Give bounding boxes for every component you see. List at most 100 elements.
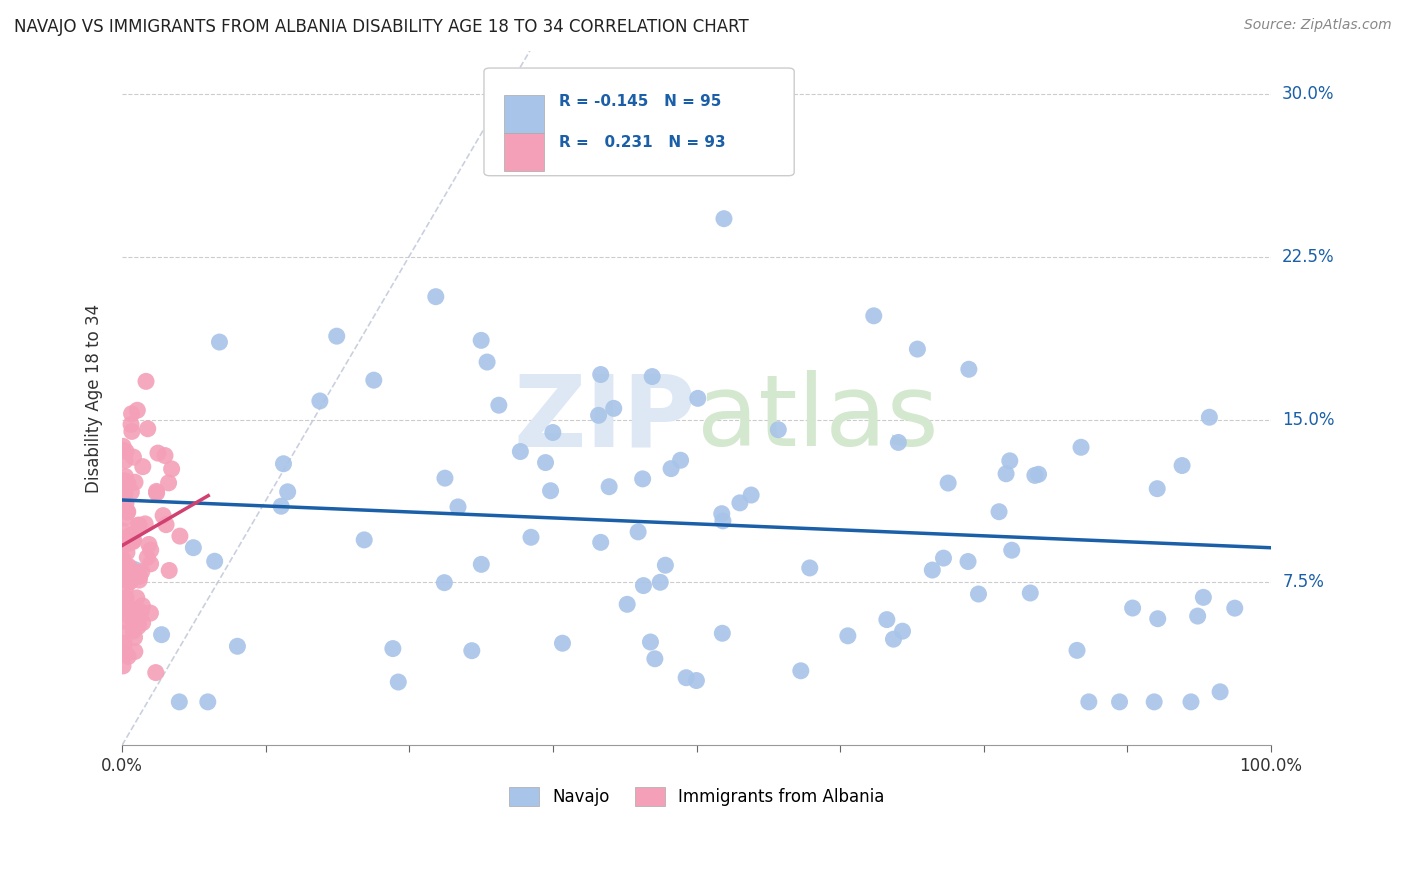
Point <box>534 456 557 470</box>
Point <box>433 575 456 590</box>
Point <box>197 695 219 709</box>
Point <box>589 368 612 382</box>
Legend: Navajo, Immigrants from Albania: Navajo, Immigrants from Albania <box>509 787 884 806</box>
Point <box>131 565 153 579</box>
Point <box>509 444 531 458</box>
Point <box>114 487 136 501</box>
Point <box>226 640 249 654</box>
Point <box>169 529 191 543</box>
Point <box>117 566 139 580</box>
Point <box>114 511 136 525</box>
Point <box>131 599 153 613</box>
Point <box>1028 467 1050 482</box>
Point <box>114 453 136 467</box>
Point <box>160 462 183 476</box>
Point <box>111 551 134 566</box>
Point <box>711 626 734 640</box>
Point <box>998 454 1021 468</box>
Point <box>155 517 177 532</box>
Point <box>124 475 146 490</box>
Point <box>541 425 564 440</box>
Point <box>150 628 173 642</box>
Point <box>891 624 914 639</box>
Point <box>128 569 150 583</box>
Point <box>121 407 143 421</box>
Point <box>120 528 142 542</box>
Point <box>713 211 735 226</box>
Point <box>111 539 134 553</box>
Point <box>633 578 655 592</box>
Point <box>1122 601 1144 615</box>
Point <box>957 555 980 569</box>
Point <box>115 444 138 458</box>
Point <box>114 648 136 662</box>
Point <box>111 443 134 458</box>
Point <box>270 500 292 514</box>
Point <box>132 459 155 474</box>
Point <box>111 557 134 571</box>
Point <box>790 664 813 678</box>
Point <box>799 561 821 575</box>
Point <box>128 573 150 587</box>
Point <box>145 665 167 680</box>
Point <box>1209 685 1232 699</box>
Point <box>169 695 191 709</box>
Point <box>768 423 790 437</box>
Point <box>1077 695 1099 709</box>
Point <box>1108 695 1130 709</box>
Point <box>136 422 159 436</box>
Point <box>117 505 139 519</box>
Point <box>353 533 375 547</box>
Point <box>204 554 226 568</box>
Text: 30.0%: 30.0% <box>1282 85 1334 103</box>
Point <box>685 673 707 688</box>
Point <box>1070 440 1092 454</box>
Point <box>112 537 135 551</box>
Point <box>127 403 149 417</box>
Text: atlas: atlas <box>696 370 938 467</box>
Point <box>876 613 898 627</box>
Point <box>114 558 136 572</box>
Point <box>1171 458 1194 473</box>
Point <box>475 355 498 369</box>
Point <box>157 564 180 578</box>
Point <box>1223 601 1246 615</box>
Point <box>887 435 910 450</box>
Point <box>122 534 145 549</box>
Point <box>120 601 142 615</box>
FancyBboxPatch shape <box>503 95 544 133</box>
Point <box>127 518 149 533</box>
Point <box>131 615 153 630</box>
Point <box>145 484 167 499</box>
Point <box>125 611 148 625</box>
Point <box>309 394 332 409</box>
Point <box>135 375 157 389</box>
Point <box>1066 643 1088 657</box>
Point <box>1143 695 1166 709</box>
Point <box>112 573 135 587</box>
Point <box>905 342 928 356</box>
Point <box>114 469 136 483</box>
Point <box>433 471 456 485</box>
Point <box>1024 468 1046 483</box>
Point <box>112 474 135 488</box>
Point <box>129 605 152 619</box>
Point <box>641 369 664 384</box>
Point <box>988 505 1011 519</box>
Point <box>115 545 138 559</box>
Point <box>640 635 662 649</box>
Point <box>115 496 138 510</box>
Point <box>921 563 943 577</box>
Point <box>117 602 139 616</box>
Point <box>139 557 162 571</box>
Point <box>153 449 176 463</box>
Text: R =   0.231   N = 93: R = 0.231 N = 93 <box>558 135 725 150</box>
Point <box>114 593 136 607</box>
Point <box>837 629 859 643</box>
Point <box>124 631 146 645</box>
Point <box>122 533 145 547</box>
Point <box>862 309 884 323</box>
Point <box>273 457 295 471</box>
Point <box>112 533 135 548</box>
Point <box>1146 482 1168 496</box>
